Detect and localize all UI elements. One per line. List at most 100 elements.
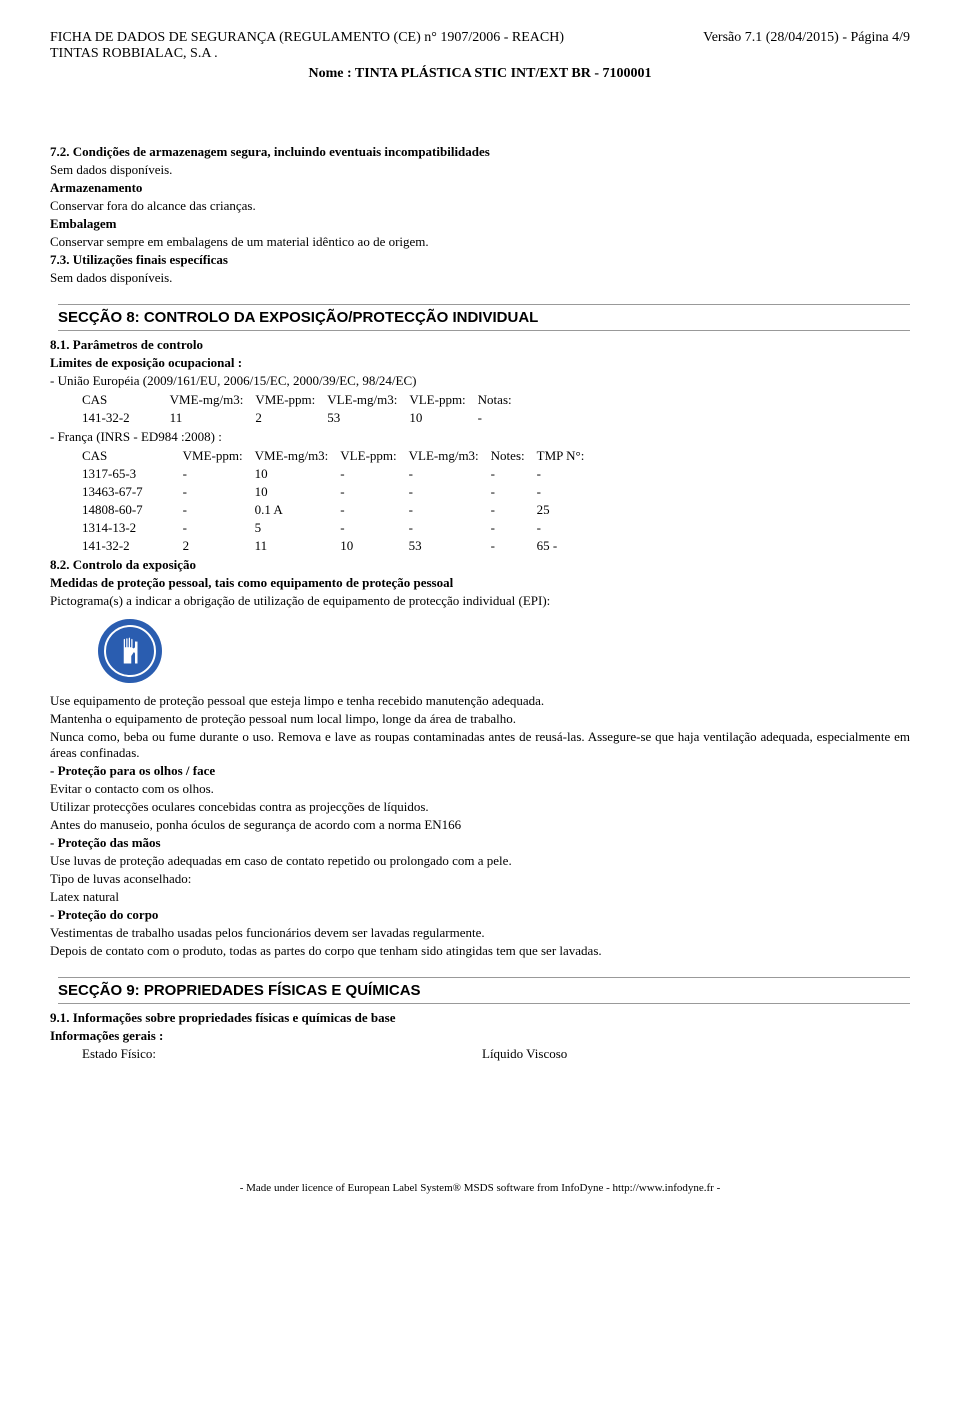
table-cell: 25 (537, 501, 597, 519)
heading-corpo: - Proteção do corpo (50, 907, 910, 923)
table-cell: 10 (255, 483, 341, 501)
heading-armazenamento: Armazenamento (50, 180, 910, 196)
table-header-vme-ppm: VME-ppm: (183, 447, 255, 465)
text-olhos-1: Evitar o contacto com os olhos. (50, 781, 910, 797)
heading-embalagem: Embalagem (50, 216, 910, 232)
table-cell: 0.1 A (255, 501, 341, 519)
text-maos-2: Tipo de luvas aconselhado: (50, 871, 910, 887)
table-header-vle-mgm3: VLE-mg/m3: (409, 447, 491, 465)
text-ppe-1: Use equipamento de proteção pessoal que … (50, 693, 910, 709)
table-row: 1317-65-3 - 10 - - - - (82, 465, 596, 483)
table-header-vme-mgm3: VME-mg/m3: (255, 447, 341, 465)
table-cell: - (183, 483, 255, 501)
text-maos-1: Use luvas de proteção adequadas em caso … (50, 853, 910, 869)
text-armazenamento-1: Conservar fora do alcance das crianças. (50, 198, 910, 214)
table-row: CAS VME-ppm: VME-mg/m3: VLE-ppm: VLE-mg/… (82, 447, 596, 465)
table-cell: - (491, 483, 537, 501)
table-cell: - (409, 501, 491, 519)
header-left: FICHA DE DADOS DE SEGURANÇA (REGULAMENTO… (50, 30, 564, 62)
text-7-2-nodata: Sem dados disponíveis. (50, 162, 910, 178)
table-cell: - (491, 519, 537, 537)
table-row: 1314-13-2 - 5 - - - - (82, 519, 596, 537)
text-eu-line: - União Européia (2009/161/EU, 2006/15/E… (50, 373, 910, 389)
kv-value-estado: Líquido Viscoso (482, 1046, 567, 1062)
table-header-vle-mgm3: VLE-mg/m3: (327, 391, 409, 409)
text-corpo-1: Vestimentas de trabalho usadas pelos fun… (50, 925, 910, 941)
text-fr-line: - França (INRS - ED984 :2008) : (50, 429, 910, 445)
heading-maos: - Proteção das mãos (50, 835, 910, 851)
table-cell: 14808-60-7 (82, 501, 183, 519)
heading-limits: Limites de exposição ocupacional : (50, 355, 910, 371)
table-row: CAS VME-mg/m3: VME-ppm: VLE-mg/m3: VLE-p… (82, 391, 524, 409)
text-7-3-nodata: Sem dados disponíveis. (50, 270, 910, 286)
table-cell: - (340, 519, 408, 537)
table-cell: 5 (255, 519, 341, 537)
table-cell: 10 (409, 409, 477, 427)
table-cell: 141-32-2 (82, 409, 170, 427)
table-cell: 1314-13-2 (82, 519, 183, 537)
table-eu-limits: CAS VME-mg/m3: VME-ppm: VLE-mg/m3: VLE-p… (82, 391, 524, 427)
table-cell: 2 (255, 409, 327, 427)
table-cell: - (409, 465, 491, 483)
table-header-tmp: TMP N°: (537, 447, 597, 465)
heading-olhos: - Proteção para os olhos / face (50, 763, 910, 779)
table-cell: - (537, 483, 597, 501)
table-header-vme-mgm3: VME-mg/m3: (170, 391, 256, 409)
text-olhos-2: Utilizar protecções oculares concebidas … (50, 799, 910, 815)
kv-estado-fisico: Estado Físico: Líquido Viscoso (82, 1046, 910, 1062)
heading-medidas: Medidas de proteção pessoal, tais como e… (50, 575, 910, 591)
table-cell: - (340, 501, 408, 519)
table-cell: - (183, 465, 255, 483)
table-fr-limits: CAS VME-ppm: VME-mg/m3: VLE-ppm: VLE-mg/… (82, 447, 596, 555)
table-row: 141-32-2 11 2 53 10 - (82, 409, 524, 427)
table-row: 141-32-2 2 11 10 53 - 65 - (82, 537, 596, 555)
text-olhos-3: Antes do manuseio, ponha óculos de segur… (50, 817, 910, 833)
header-product-name: Nome : TINTA PLÁSTICA STIC INT/EXT BR - … (50, 66, 910, 82)
text-maos-3: Latex natural (50, 889, 910, 905)
text-pictograma: Pictograma(s) a indicar a obrigação de u… (50, 593, 910, 609)
heading-7-3: 7.3. Utilizações finais específicas (50, 252, 910, 268)
heading-8-2: 8.2. Controlo da exposição (50, 557, 910, 573)
table-cell: - (340, 483, 408, 501)
table-cell: - (491, 501, 537, 519)
page-header: FICHA DE DADOS DE SEGURANÇA (REGULAMENTO… (50, 30, 910, 62)
table-cell: 13463-67-7 (82, 483, 183, 501)
table-header-cas: CAS (82, 391, 170, 409)
table-header-notas: Notas: (478, 391, 524, 409)
table-header-notes: Notes: (491, 447, 537, 465)
text-embalagem-1: Conservar sempre em embalagens de um mat… (50, 234, 910, 250)
text-ppe-2: Mantenha o equipamento de proteção pesso… (50, 711, 910, 727)
table-cell: 10 (255, 465, 341, 483)
table-cell: - (183, 519, 255, 537)
table-cell: 53 (409, 537, 491, 555)
table-header-vle-ppm: VLE-ppm: (409, 391, 477, 409)
heading-7-2: 7.2. Condições de armazenagem segura, in… (50, 144, 910, 160)
table-cell: - (183, 501, 255, 519)
page-footer: - Made under licence of European Label S… (50, 1182, 910, 1194)
table-row: 13463-67-7 - 10 - - - - (82, 483, 596, 501)
table-cell: - (537, 465, 597, 483)
table-row: 14808-60-7 - 0.1 A - - - 25 (82, 501, 596, 519)
table-cell: 141-32-2 (82, 537, 183, 555)
table-cell: 1317-65-3 (82, 465, 183, 483)
heading-8-1: 8.1. Parâmetros de controlo (50, 337, 910, 353)
table-cell: 65 - (537, 537, 597, 555)
text-ppe-3: Nunca como, beba ou fume durante o uso. … (50, 729, 910, 761)
text-corpo-2: Depois de contato com o produto, todas a… (50, 943, 910, 959)
table-cell: - (478, 409, 524, 427)
table-cell: - (491, 465, 537, 483)
glove-icon (115, 636, 145, 666)
section-9-title: SECÇÃO 9: PROPRIEDADES FÍSICAS E QUÍMICA… (58, 977, 910, 1004)
table-cell: 2 (183, 537, 255, 555)
heading-info-gerais: Informações gerais : (50, 1028, 910, 1044)
table-header-cas: CAS (82, 447, 183, 465)
table-cell: 53 (327, 409, 409, 427)
table-cell: - (340, 465, 408, 483)
section-8-title: SECÇÃO 8: CONTROLO DA EXPOSIÇÃO/PROTECÇÃ… (58, 304, 910, 331)
table-cell: - (537, 519, 597, 537)
table-cell: 11 (255, 537, 341, 555)
table-cell: - (491, 537, 537, 555)
table-cell: - (409, 519, 491, 537)
heading-9-1: 9.1. Informações sobre propriedades físi… (50, 1010, 910, 1026)
header-right: Versão 7.1 (28/04/2015) - Página 4/9 (703, 30, 910, 62)
